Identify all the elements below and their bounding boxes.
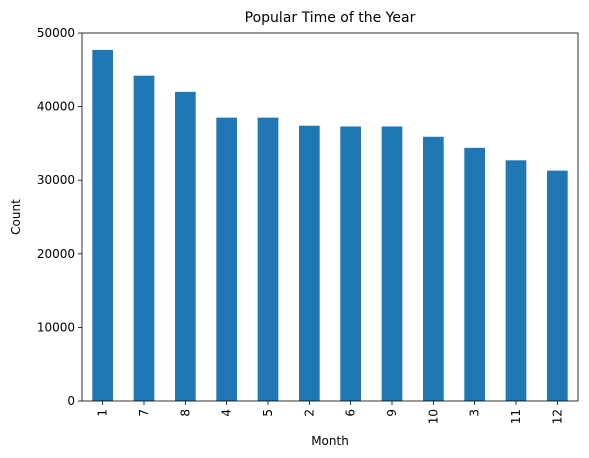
y-ticks-group: 0 10000 20000 30000 40000 50000 [37,26,82,408]
x-ticks-group: 1 7 8 4 5 2 6 9 10 3 11 12 [96,401,564,424]
x-tick-label: 1 [96,409,110,417]
x-tick-label: 2 [302,409,316,417]
x-tick-label: 5 [261,409,275,417]
chart-title: Popular Time of the Year [245,10,416,26]
bar-month-4 [216,117,237,401]
y-tick-label: 20000 [37,247,75,261]
x-tick-label: 10 [426,409,440,424]
x-axis-label: Month [311,434,349,448]
x-tick-label: 8 [178,409,192,417]
bar-month-2 [299,125,320,402]
plot-frame [81,32,579,402]
bar-month-8 [175,91,196,401]
bar-month-3 [464,147,485,401]
bar-month-7 [133,75,155,402]
y-tick-label: 40000 [37,100,75,114]
bar-month-6 [340,126,361,402]
y-tick-label: 50000 [37,26,75,40]
y-tick-label: 30000 [37,173,75,187]
bar-month-10 [423,136,444,401]
x-tick-label: 11 [509,409,523,424]
x-tick-label: 7 [137,409,151,417]
y-tick-label: 0 [67,394,75,408]
y-tick-label: 10000 [37,320,75,334]
bar-month-9 [381,126,403,402]
x-tick-label: 9 [385,409,399,417]
x-tick-label: 6 [344,409,358,417]
y-axis-label: Count [9,199,23,235]
bars-group [92,49,568,402]
x-tick-label: 3 [468,409,482,417]
x-tick-label: 4 [220,409,234,417]
x-tick-label: 12 [550,409,564,424]
bar-month-5 [257,117,279,401]
bar-month-11 [505,160,527,401]
bar-month-12 [547,170,568,401]
bar-month-1 [92,49,113,401]
